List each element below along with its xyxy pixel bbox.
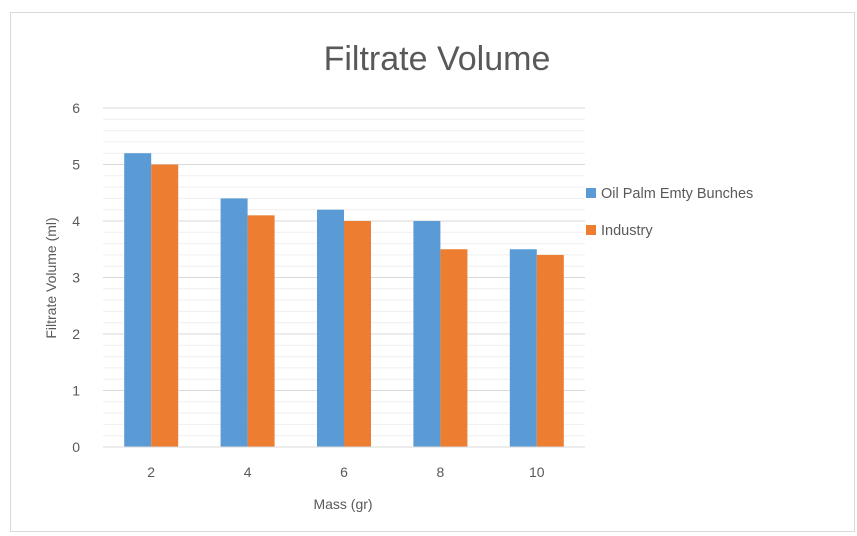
y-tick-label: 5	[72, 157, 80, 173]
y-tick-label: 4	[72, 213, 80, 229]
x-tick-label: 4	[244, 464, 252, 480]
x-tick-label: 2	[147, 464, 155, 480]
bar-series-2	[440, 249, 468, 447]
bar-series-1	[317, 209, 344, 447]
y-axis-ticks: 0 1 2 3 4 5 6	[72, 100, 80, 455]
legend-swatch	[586, 225, 596, 235]
y-tick-label: 3	[72, 270, 80, 286]
bar-series-1	[220, 198, 248, 447]
y-axis-title: Filtrate Volume (ml)	[43, 217, 59, 338]
bars	[124, 153, 564, 447]
x-tick-label: 8	[437, 464, 445, 480]
bar-series-2	[344, 221, 371, 447]
bar-series-2	[247, 215, 275, 447]
legend: Oil Palm Emty Bunches Industry	[586, 186, 753, 239]
legend-label: Oil Palm Emty Bunches	[601, 186, 753, 202]
y-tick-label: 6	[72, 100, 80, 116]
y-tick-label: 0	[72, 439, 80, 455]
bar-series-2	[536, 254, 564, 447]
bar-series-1	[509, 249, 537, 447]
x-tick-label: 10	[529, 464, 545, 480]
x-axis-ticks: 2 4 6 8 10	[147, 464, 544, 480]
y-tick-label: 1	[72, 383, 80, 399]
y-tick-label: 2	[72, 326, 80, 342]
x-tick-label: 6	[340, 464, 348, 480]
bar-series-2	[151, 164, 179, 447]
chart-title: Filtrate Volume	[324, 40, 551, 78]
bar-series-1	[413, 221, 441, 447]
bar-series-1	[124, 153, 152, 447]
x-axis-title: Mass (gr)	[313, 496, 372, 512]
legend-label: Industry	[601, 223, 653, 239]
legend-swatch	[586, 188, 596, 198]
